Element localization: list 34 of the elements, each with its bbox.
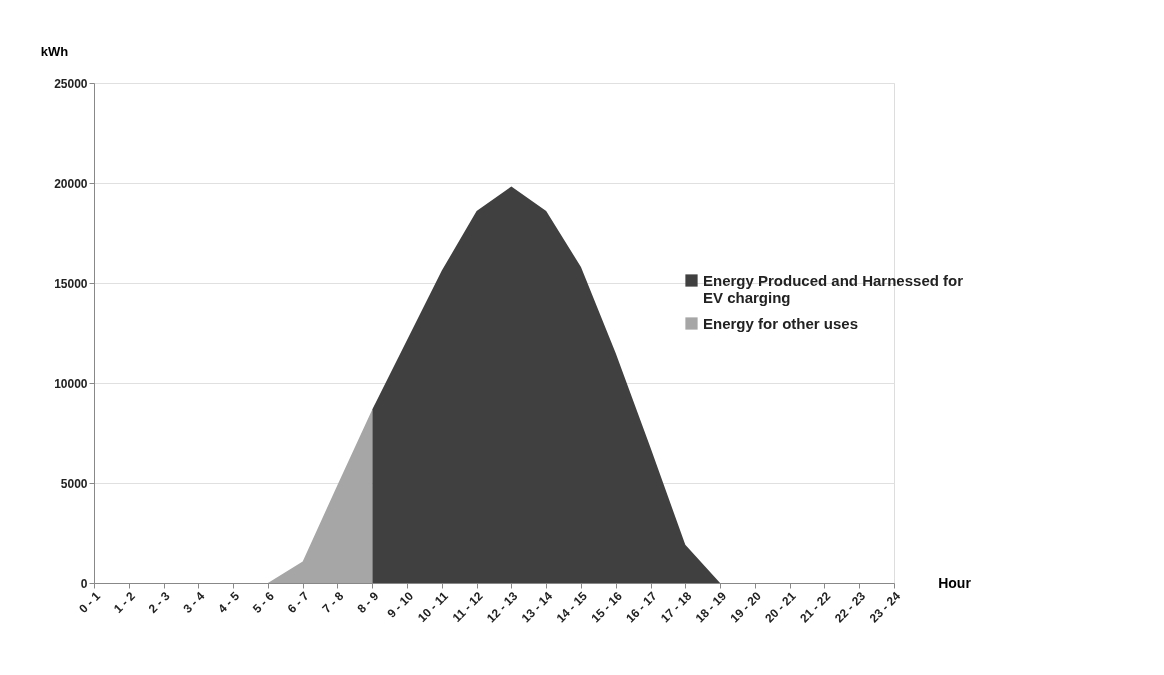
x-tick-label: 22 - 23 bbox=[831, 588, 869, 626]
x-tick-label: 17 - 18 bbox=[657, 588, 695, 626]
legend-label: Energy Produced and Harnessed for EV charging bbox=[703, 271, 964, 306]
x-tick-label: 10 - 11 bbox=[414, 588, 452, 625]
x-tick-label: 7 - 8 bbox=[319, 588, 347, 616]
x-tick-label: 23 - 24 bbox=[866, 588, 904, 626]
y-axis-title: kWh bbox=[40, 43, 69, 59]
x-tick-label: 3 - 4 bbox=[180, 588, 208, 616]
x-tick-label: 18 - 19 bbox=[692, 588, 730, 626]
x-tick-label: 19 - 20 bbox=[727, 588, 765, 626]
x-tick-label: 2 - 3 bbox=[145, 588, 173, 616]
y-tick-label: 25000 bbox=[54, 76, 88, 91]
x-tick-label: 21 - 22 bbox=[797, 588, 834, 626]
y-tick-label: 5000 bbox=[60, 476, 88, 491]
x-tick-label: 1 - 2 bbox=[110, 588, 138, 616]
x-tick-label: 8 - 9 bbox=[354, 588, 382, 616]
x-tick-label: 15 - 16 bbox=[588, 588, 625, 626]
x-tick-label: 14 - 15 bbox=[553, 588, 591, 626]
x-tick-label: 16 - 17 bbox=[623, 588, 660, 626]
x-tick-label: 13 - 14 bbox=[518, 588, 556, 626]
x-tick-label: 11 - 12 bbox=[449, 588, 486, 625]
x-tick-label: 6 - 7 bbox=[284, 588, 312, 616]
x-tick-label: 5 - 6 bbox=[250, 588, 278, 616]
x-tick-label: 20 - 21 bbox=[762, 588, 799, 626]
x-tick-label: 9 - 10 bbox=[384, 588, 417, 621]
y-tick-label: 10000 bbox=[54, 376, 88, 391]
y-tick-label: 15000 bbox=[54, 276, 88, 291]
y-tick-label: 20000 bbox=[54, 176, 88, 191]
x-tick-label: 4 - 5 bbox=[215, 588, 243, 616]
y-tick-label: 0 bbox=[80, 576, 88, 591]
x-tick-label: 0 - 1 bbox=[76, 588, 104, 616]
legend-label: Energy for other uses bbox=[703, 314, 859, 332]
x-tick-label: 12 - 13 bbox=[484, 588, 521, 626]
x-axis-title: Hour bbox=[938, 574, 972, 591]
